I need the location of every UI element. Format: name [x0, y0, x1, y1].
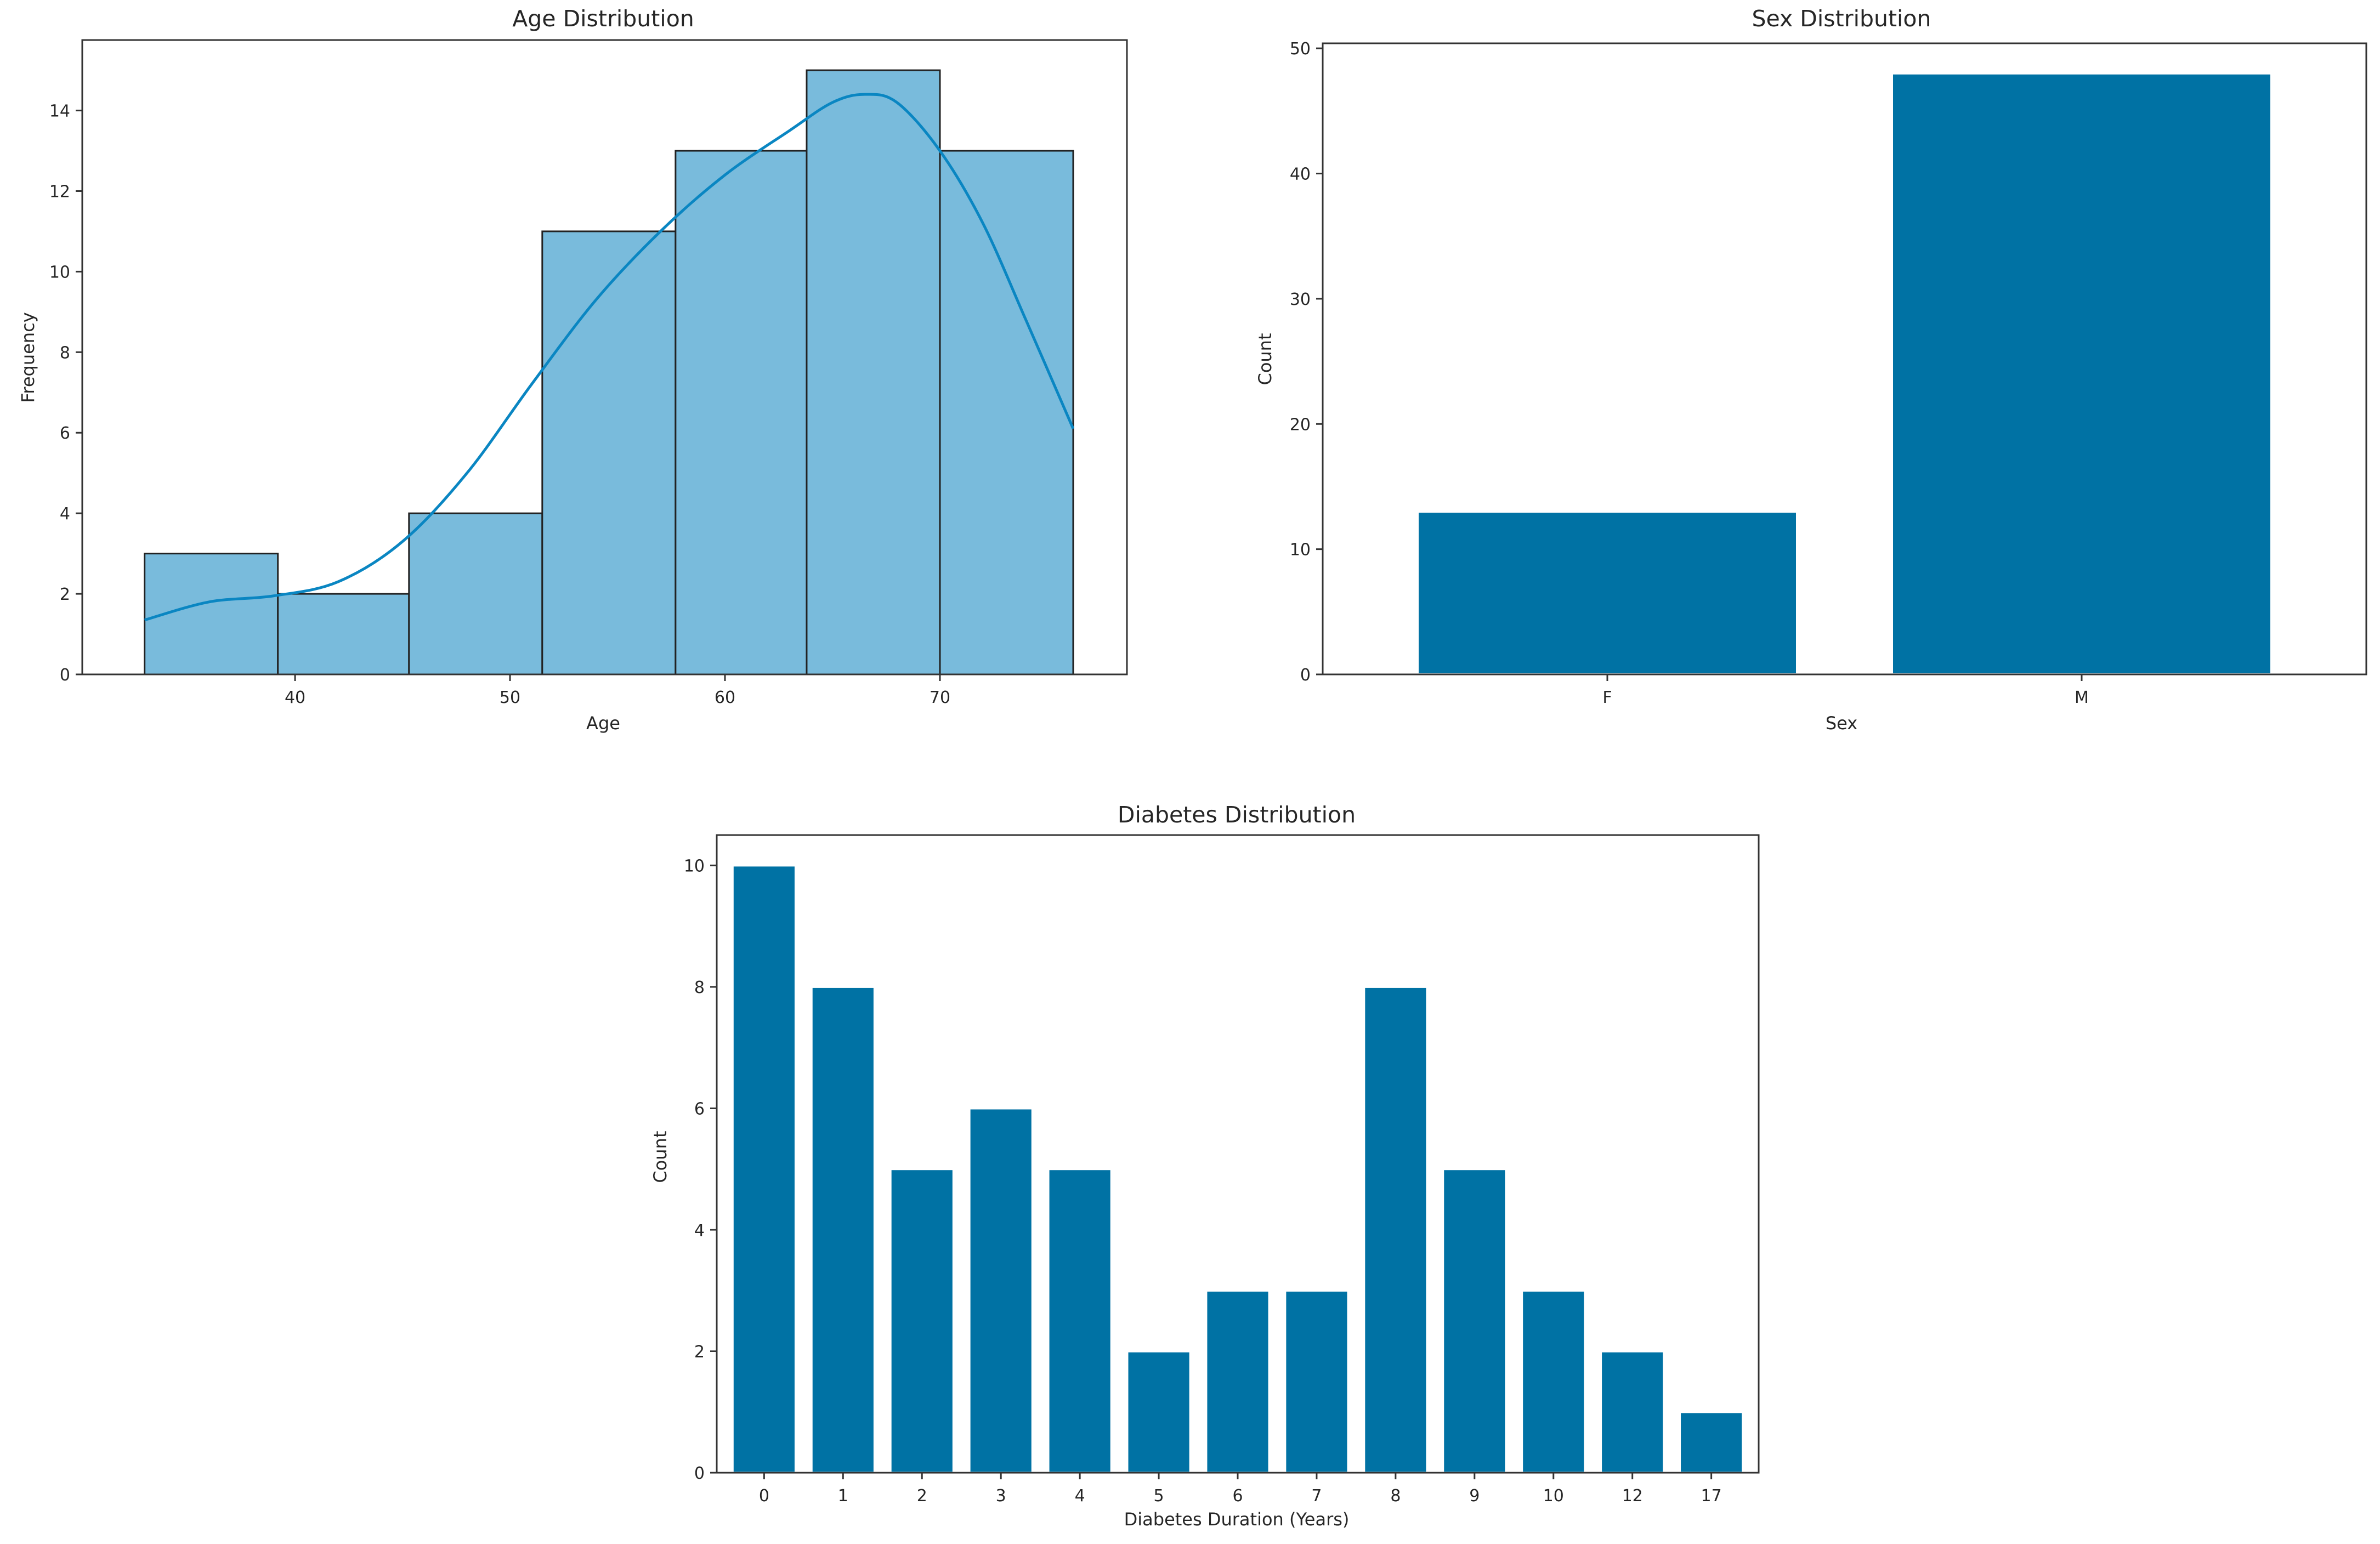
y-tick-label: 14: [49, 102, 70, 121]
x-tick-label: M: [2075, 688, 2089, 707]
y-tick-label: 0: [694, 1464, 705, 1483]
y-tick-label: 6: [60, 424, 70, 443]
plot-frame: [1322, 42, 2367, 676]
y-axis-label: Count: [1255, 333, 1276, 385]
x-tick-label: 70: [930, 688, 950, 707]
x-tick-label: 5: [1154, 1486, 1164, 1506]
bar: [731, 864, 797, 1474]
y-tick-label: 8: [60, 343, 70, 362]
bar: [1047, 1168, 1113, 1474]
chart-title: Sex Distribution: [1752, 5, 1931, 32]
bar: [1284, 1289, 1350, 1474]
bar: [1891, 72, 2273, 676]
y-tick-label: 2: [694, 1342, 705, 1361]
y-tick-label: 20: [1290, 415, 1311, 434]
x-tick-label: 6: [1232, 1486, 1243, 1506]
x-tick-label: F: [1602, 688, 1612, 707]
y-tick-label: 0: [1300, 666, 1311, 685]
age-distribution-chart: Age Distribution 0 2 4 6 8 10 12 14 40 50 60 70 Age…: [18, 5, 1128, 734]
x-tick-label: 12: [1622, 1486, 1643, 1506]
sex-distribution-chart: Sex Distribution 0 10 20 30 40 50 F M Sex Count: [1255, 5, 2367, 734]
plot-frame: [716, 834, 1760, 1474]
bar: [1205, 1289, 1271, 1474]
x-tick-label: 40: [285, 688, 305, 707]
x-tick-label: 2: [917, 1486, 927, 1506]
x-tick-label: 0: [759, 1486, 769, 1506]
y-tick-label: 12: [49, 182, 70, 201]
x-tick-label: 8: [1390, 1486, 1401, 1506]
y-tick-label: 4: [694, 1221, 705, 1240]
y-tick-label: 40: [1290, 165, 1311, 184]
x-axis-label: Age: [586, 713, 620, 734]
histogram-bar: [675, 150, 808, 676]
chart-title: Age Distribution: [512, 5, 694, 32]
y-tick-label: 6: [694, 1099, 705, 1119]
x-tick-label: 60: [715, 688, 735, 707]
bar: [1521, 1289, 1586, 1474]
y-tick-label: 8: [694, 978, 705, 997]
chart-title: Diabetes Distribution: [1118, 802, 1356, 828]
bar: [889, 1168, 955, 1474]
x-tick-label: 7: [1311, 1486, 1322, 1506]
bar: [968, 1107, 1034, 1474]
bar: [1600, 1350, 1665, 1474]
plot-frame: [81, 39, 1128, 676]
y-tick-label: 50: [1290, 39, 1311, 59]
y-tick-label: 10: [1290, 541, 1311, 560]
x-axis-label: Diabetes Duration (Years): [1124, 1509, 1350, 1530]
y-tick-label: 30: [1290, 290, 1311, 309]
bar: [1416, 510, 1798, 676]
x-tick-label: 3: [996, 1486, 1006, 1506]
bar: [1442, 1168, 1508, 1474]
histogram-bar: [408, 512, 543, 676]
x-axis-label: Sex: [1826, 713, 1857, 734]
y-tick-label: 4: [60, 504, 70, 524]
histogram-bar: [541, 230, 677, 676]
y-tick-label: 2: [60, 585, 70, 604]
x-tick-label: 17: [1701, 1486, 1722, 1506]
bar: [810, 985, 876, 1474]
x-tick-label: 1: [838, 1486, 848, 1506]
x-tick-label: 9: [1469, 1486, 1480, 1506]
y-tick-label: 0: [60, 666, 70, 685]
kde-curve-line: [144, 93, 1075, 622]
histogram-bar: [806, 69, 941, 676]
y-axis-label: Count: [650, 1131, 671, 1183]
x-tick-label: 4: [1075, 1486, 1085, 1506]
histogram-bar: [277, 593, 410, 676]
x-tick-label: 10: [1543, 1486, 1564, 1506]
y-axis-label: Frequency: [18, 312, 38, 402]
bar: [1363, 985, 1429, 1474]
x-tick-label: 50: [500, 688, 520, 707]
bar: [1679, 1411, 1744, 1474]
y-tick-label: 10: [49, 263, 70, 282]
bar: [1126, 1350, 1192, 1474]
y-tick-label: 10: [684, 856, 705, 876]
histogram-bar: [939, 150, 1074, 676]
